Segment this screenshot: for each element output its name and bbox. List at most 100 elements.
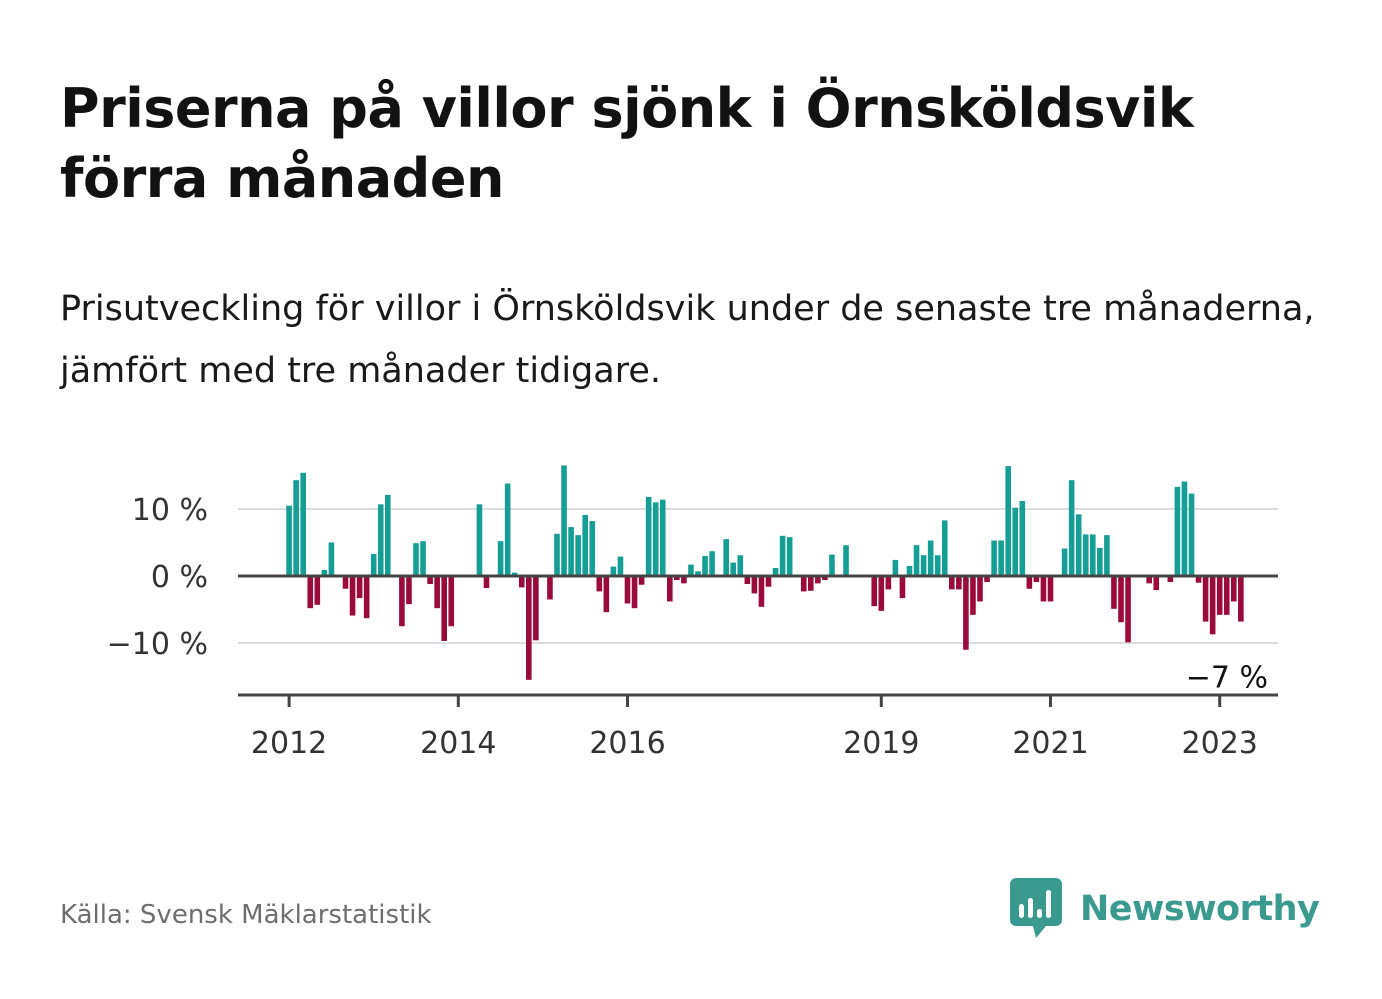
x-tick-label: 2014 — [420, 726, 496, 761]
bar — [892, 559, 899, 576]
bar — [413, 543, 419, 576]
bar — [307, 576, 314, 609]
bar — [526, 576, 532, 680]
bar — [949, 576, 955, 590]
bar — [751, 576, 758, 594]
bar — [476, 504, 483, 576]
bar — [1005, 466, 1011, 576]
bar — [956, 576, 962, 590]
x-tick-label: 2019 — [843, 726, 919, 761]
bar — [963, 576, 969, 650]
bar — [1153, 576, 1160, 591]
bar — [1111, 576, 1117, 609]
bar — [1231, 576, 1237, 602]
bar — [843, 545, 849, 576]
bar — [596, 576, 603, 592]
newsworthy-logo-icon — [1010, 878, 1062, 938]
bar — [568, 527, 574, 576]
y-tick-label: 0 % — [151, 560, 208, 595]
bar — [1075, 514, 1082, 576]
bar — [406, 576, 412, 605]
bar — [547, 576, 553, 600]
bar — [554, 533, 560, 576]
bar — [441, 576, 447, 641]
bar — [906, 565, 913, 576]
bar-chart: 10 % 0 % −10 % 2012 2014 2016 2019 2021 2023 −7 % — [107, 465, 1278, 761]
bar — [934, 555, 941, 576]
bar — [1174, 486, 1181, 576]
bar — [377, 504, 384, 576]
bar — [709, 551, 715, 576]
x-tick-label: 2016 — [589, 726, 665, 761]
bar — [885, 576, 892, 590]
chart-title: Priserna på villor sjönk i Örnsköldsvik … — [60, 77, 1194, 210]
bar — [913, 545, 920, 576]
bar — [998, 540, 1004, 576]
bar — [723, 539, 729, 576]
bar — [871, 576, 878, 607]
y-tick-label: −10 % — [107, 627, 208, 662]
bar — [652, 502, 659, 576]
axis-labels: 10 % 0 % −10 % 2012 2014 2016 2019 2021 2023 −7 % — [107, 493, 1268, 761]
bar — [829, 554, 835, 576]
axes — [238, 574, 1278, 707]
last-value-label: −7 % — [1186, 661, 1268, 696]
bar — [582, 515, 588, 576]
bar — [427, 576, 433, 585]
bar — [603, 576, 610, 613]
bar — [349, 576, 356, 616]
bar — [300, 472, 306, 576]
bar — [688, 564, 694, 576]
bar — [385, 494, 391, 576]
bar — [1202, 576, 1209, 622]
bar — [370, 553, 377, 576]
bar — [737, 555, 744, 576]
bar — [1012, 507, 1019, 576]
chart-subtitle: Prisutveckling för villor i Örnsköldsvik… — [60, 289, 1315, 391]
bar — [1167, 576, 1174, 583]
bar — [497, 541, 504, 576]
bar — [927, 540, 934, 576]
bar — [314, 576, 321, 605]
bar — [638, 576, 645, 585]
bar — [800, 576, 807, 592]
bar — [681, 576, 687, 584]
bar — [533, 576, 539, 641]
bar — [434, 576, 440, 609]
bar — [286, 505, 292, 576]
bar — [695, 571, 701, 576]
bar — [617, 556, 624, 576]
bar — [1238, 576, 1244, 622]
bar — [1033, 576, 1040, 583]
bar — [1090, 534, 1096, 576]
x-tick-label: 2023 — [1182, 726, 1258, 761]
y-tick-label: 10 % — [132, 493, 208, 528]
brand-name: Newsworthy — [1080, 889, 1320, 929]
bar — [984, 576, 990, 583]
bar — [1195, 576, 1202, 583]
bar — [970, 576, 976, 615]
bar — [511, 572, 518, 576]
bar — [991, 540, 997, 576]
bar — [659, 499, 666, 576]
bar — [561, 465, 567, 576]
source-credit: Källa: Svensk Mäklarstatistik — [60, 900, 432, 930]
bar — [293, 480, 299, 576]
bar — [1026, 576, 1033, 589]
bar — [328, 542, 335, 576]
bar — [1209, 576, 1216, 635]
bar — [744, 576, 751, 585]
bar — [920, 555, 927, 576]
bar — [815, 576, 821, 584]
bar — [589, 521, 596, 576]
bar — [399, 576, 405, 627]
bar — [420, 541, 426, 576]
bar — [645, 496, 652, 576]
bar — [758, 576, 765, 607]
bar — [363, 576, 370, 619]
bar — [342, 576, 349, 589]
bar — [1104, 535, 1110, 576]
bar — [878, 576, 885, 611]
x-tick-label: 2012 — [251, 726, 327, 761]
x-tick-label: 2021 — [1012, 726, 1088, 761]
